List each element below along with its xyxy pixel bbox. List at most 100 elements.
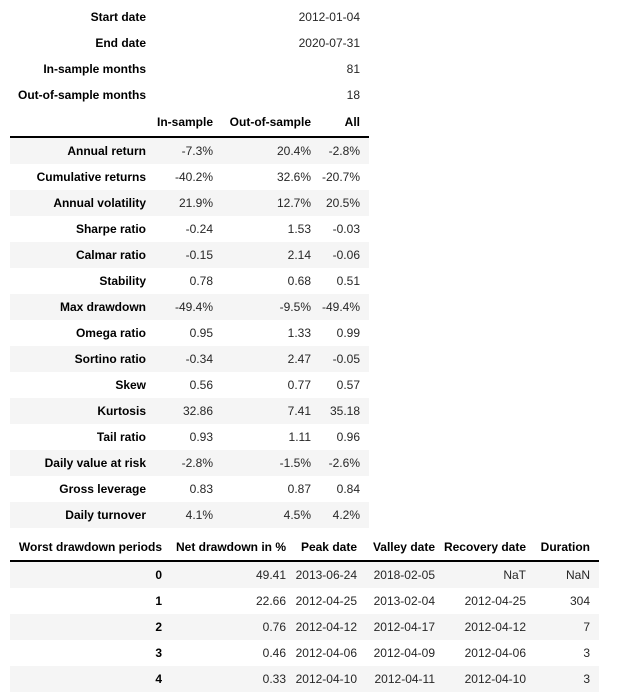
table-row: Tail ratio 0.93 1.11 0.96 [10,424,369,450]
row-header: Skew [115,378,146,392]
row-header: Out-of-sample months [18,88,146,102]
cell-value: -0.06 [332,248,360,262]
cell-value: 18 [346,88,360,102]
cell-value: -9.5% [279,300,311,314]
cell-value: 0.51 [336,274,360,288]
cell-value: 22.66 [255,594,286,608]
cell-value: 7.41 [287,404,311,418]
table-row: Start date 2012-01-04 [10,4,369,30]
cell-value: 2012-04-10 [464,672,526,686]
cell-value: 4.1% [185,508,213,522]
performance-dates-body: Start date 2012-01-04 End date 2020-07-31 In… [10,4,369,108]
row-header: In-sample months [43,62,146,76]
row-header: Start date [90,10,146,24]
table-row: Daily turnover 4.1% 4.5% 4.2% [10,502,369,528]
table-row: Kurtosis 32.86 7.41 35.18 [10,398,369,424]
column-header: Recovery date [435,534,526,562]
cell-value: 2013-02-04 [373,594,435,608]
table-row: Annual volatility 21.9% 12.7% 20.5% [10,190,369,216]
cell-value: 32.6% [276,170,311,184]
cell-value: 0.68 [287,274,311,288]
cell-value: 2012-01-04 [298,10,360,24]
cell-value: 0.95 [189,326,213,340]
cell-value: 0.84 [336,482,360,496]
cell-value: 2012-04-11 [374,672,436,686]
cell-value: 2012-04-09 [373,646,435,660]
table-row: Max drawdown -49.4% -9.5% -49.4% [10,294,369,320]
header-row: In-sample Out-of-sample All [10,108,369,138]
cell-value: 12.7% [276,196,311,210]
worst-drawdowns-table: Worst drawdown periods Net drawdown in % P… [10,534,599,692]
cell-value: -20.7% [321,170,360,184]
cell-value: -2.6% [328,456,360,470]
row-header: Sharpe ratio [75,222,146,236]
table-row: Daily value at risk -2.8% -1.5% -2.6% [10,450,369,476]
row-header: Annual return [67,144,146,158]
cell-value: 2012-04-06 [295,646,357,660]
table-row: 2 0.76 2012-04-12 2012-04-17 2012-04-12 7 [10,614,599,640]
cell-value: -2.8% [328,144,360,158]
cell-value: 2012-04-25 [295,594,357,608]
cell-value: 304 [569,594,590,608]
table-row: Omega ratio 0.95 1.33 0.99 [10,320,369,346]
row-header: Cumulative returns [36,170,146,184]
cell-value: -49.4% [174,300,213,314]
table-row: Calmar ratio -0.15 2.14 -0.06 [10,242,369,268]
cell-value: -7.3% [181,144,213,158]
column-header: Out-of-sample [213,108,311,138]
cell-value: 0.76 [262,620,286,634]
cell-value: 0.83 [189,482,213,496]
table-row: Sortino ratio -0.34 2.47 -0.05 [10,346,369,372]
cell-value: 2012-04-06 [464,646,526,660]
cell-value: -1.5% [279,456,311,470]
row-header: Stability [99,274,146,288]
cell-value: 2012-04-17 [373,620,435,634]
cell-value: 0.96 [336,430,360,444]
row-header: Calmar ratio [75,248,146,262]
cell-value: 20.5% [325,196,360,210]
cell-value: 2013-06-24 [295,568,357,582]
cell-value: 7 [583,620,590,634]
cell-value: 35.18 [329,404,360,418]
table-row: 0 49.41 2013-06-24 2018-02-05 NaT NaN [10,561,599,588]
cell-value: NaT [503,568,526,582]
cell-value: 0.56 [189,378,213,392]
cell-value: 1.33 [287,326,311,340]
table-row: Skew 0.56 0.77 0.57 [10,372,369,398]
column-header: Peak date [286,534,357,562]
performance-dates-table: Start date 2012-01-04 End date 2020-07-31 In… [10,4,369,108]
cell-value: 0.77 [287,378,311,392]
performance-stats-table: In-sample Out-of-sample All Annual return -… [10,108,369,528]
cell-value: 0.87 [287,482,311,496]
cell-value: 4.5% [283,508,311,522]
column-header: Duration [526,534,599,562]
cell-value: 2.47 [287,352,311,366]
cell-value: 49.41 [255,568,286,582]
row-header: 0 [155,568,162,582]
row-header: 3 [155,646,162,660]
cell-value: -0.15 [185,248,213,262]
row-header: 2 [155,620,162,634]
table-row: 3 0.46 2012-04-06 2012-04-09 2012-04-06 3 [10,640,599,666]
cell-value: -2.8% [181,456,213,470]
cell-value: NaN [565,568,590,582]
row-header: End date [95,36,146,50]
row-header: Max drawdown [59,300,146,314]
cell-value: 0.93 [189,430,213,444]
cell-value: -0.34 [185,352,213,366]
cell-value: -49.4% [321,300,360,314]
cell-value: 1.53 [287,222,311,236]
cell-value: 0.46 [262,646,286,660]
cell-value: 3 [583,672,590,686]
column-header [10,108,146,138]
cell-value: 3 [583,646,590,660]
cell-value: -40.2% [174,170,213,184]
table-row: Stability 0.78 0.68 0.51 [10,268,369,294]
cell-value: 2012-04-12 [295,620,357,634]
row-header: Sortino ratio [74,352,146,366]
cell-value: 0.78 [189,274,213,288]
row-header: Daily value at risk [44,456,146,470]
cell-value: 32.86 [182,404,213,418]
cell-value: 2012-04-10 [295,672,357,686]
